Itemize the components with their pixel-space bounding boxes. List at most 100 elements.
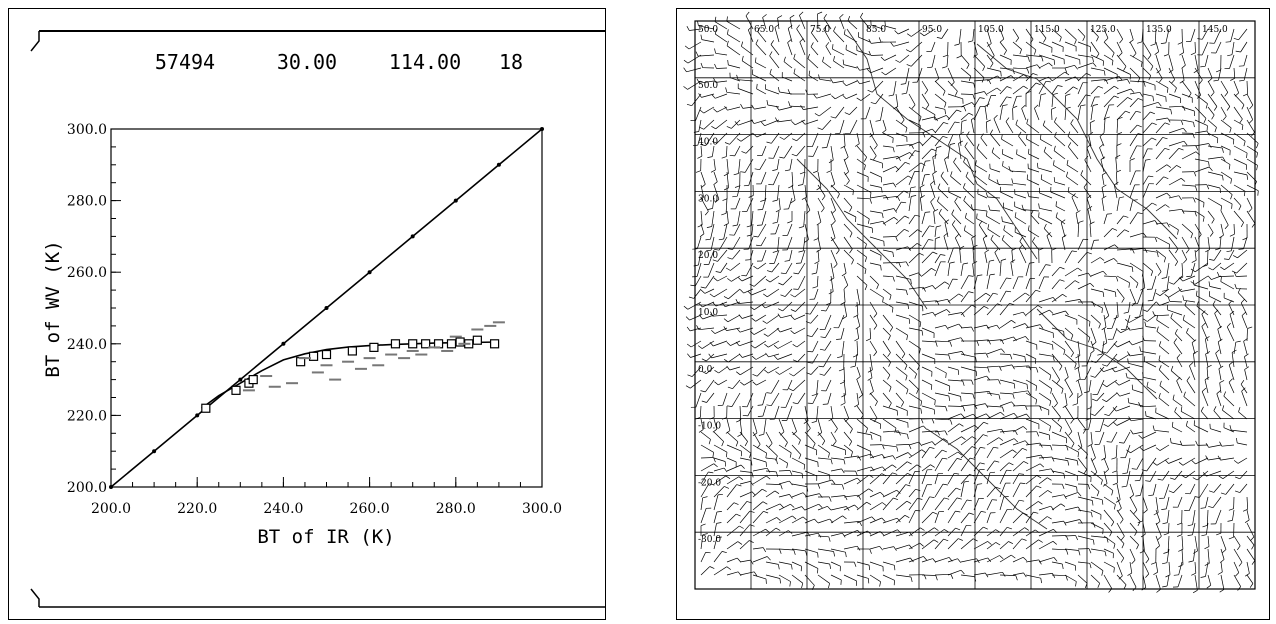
wind-barb-shaft bbox=[1090, 288, 1104, 293]
wind-barb-feather bbox=[754, 168, 760, 171]
wind-barb-shaft bbox=[740, 366, 754, 376]
wind-barb-feather bbox=[734, 185, 740, 188]
wind-barb-shaft bbox=[718, 236, 728, 251]
wind-barb-shaft bbox=[1168, 522, 1170, 534]
wind-barb-feather bbox=[1155, 545, 1160, 550]
wind-barb-shaft bbox=[768, 340, 780, 348]
wind-barb-shaft bbox=[1116, 509, 1124, 520]
wind-barb-shaft bbox=[921, 353, 935, 360]
wind-barb-feather bbox=[966, 524, 972, 527]
wind-barb-shaft bbox=[1194, 93, 1208, 104]
wind-barb-shaft bbox=[728, 288, 741, 300]
wind-barb-feather bbox=[812, 443, 816, 449]
wind-barb-feather bbox=[1069, 393, 1073, 398]
wind-barb-shaft bbox=[780, 314, 793, 319]
wind-barb-feather bbox=[737, 557, 741, 563]
wind-barb-feather bbox=[900, 402, 905, 407]
wind-barb-shaft bbox=[742, 353, 754, 358]
wind-barb-feather bbox=[1151, 122, 1157, 126]
wind-barb-shaft bbox=[706, 366, 715, 374]
wind-barb-shaft bbox=[778, 530, 789, 537]
wind-barb-shaft bbox=[1243, 341, 1248, 355]
wind-barb-shaft bbox=[1103, 95, 1115, 108]
wind-barb-feather bbox=[919, 348, 921, 354]
wind-barb-shaft bbox=[946, 54, 949, 67]
wind-barb-feather bbox=[1206, 184, 1210, 190]
wind-barb-feather bbox=[1168, 490, 1174, 494]
x-tick-labels: 200.0 220.0 240.0 260.0 280.0 300.0 bbox=[91, 477, 562, 517]
wind-barb-feather bbox=[1158, 365, 1162, 370]
wind-barb-feather bbox=[910, 576, 913, 582]
wind-barb-shaft bbox=[1144, 360, 1157, 368]
wind-barb-feather bbox=[714, 249, 720, 251]
wind-barb-shaft bbox=[856, 288, 861, 304]
wind-barb-shaft bbox=[869, 517, 882, 524]
wind-barb-shaft bbox=[1116, 118, 1119, 134]
wind-barb-shaft bbox=[856, 158, 866, 166]
wind-barb-feather bbox=[1063, 349, 1066, 355]
wind-barb-shaft bbox=[718, 366, 728, 374]
wind-barb-shaft bbox=[816, 379, 819, 395]
wind-barb-shaft bbox=[1103, 561, 1115, 568]
wind-barb-feather bbox=[708, 483, 714, 485]
wind-barb-shaft bbox=[1204, 338, 1209, 355]
wind-barb-shaft bbox=[1088, 379, 1092, 392]
wind-barb-feather bbox=[1012, 449, 1017, 453]
wind-barb-shaft bbox=[973, 54, 985, 67]
wind-barb-shaft bbox=[712, 314, 728, 317]
wind-barb-shaft bbox=[734, 145, 741, 157]
wind-barb-shaft bbox=[1103, 41, 1115, 54]
wind-barb-shaft bbox=[1001, 138, 1014, 147]
wind-barb-shaft bbox=[1239, 483, 1248, 493]
wind-barb-shaft bbox=[752, 556, 768, 563]
wind-barb-feather bbox=[712, 302, 717, 307]
wind-barb-shaft bbox=[1012, 556, 1024, 563]
wind-barb-shaft bbox=[895, 119, 908, 129]
wind-barb-feather bbox=[812, 170, 818, 174]
wind-barb-feather bbox=[1052, 573, 1056, 578]
wind-barb-feather bbox=[1241, 311, 1246, 316]
wind-barb-shaft bbox=[757, 262, 767, 270]
wind-barb-shaft bbox=[843, 223, 853, 234]
wind-barb-feather bbox=[816, 249, 821, 253]
wind-barb-feather bbox=[1095, 53, 1100, 58]
wind-barb-feather bbox=[892, 147, 895, 153]
wind-barb-shaft bbox=[934, 438, 944, 446]
wind-barb-shaft bbox=[726, 45, 741, 56]
wind-barb-feather bbox=[819, 373, 825, 376]
wind-barb-feather bbox=[979, 462, 985, 465]
wind-barb-feather bbox=[732, 224, 738, 227]
wind-barb-shaft bbox=[882, 217, 895, 225]
wind-barb-shaft bbox=[895, 340, 906, 354]
wind-barb-feather bbox=[799, 38, 804, 43]
wind-barb-shaft bbox=[1168, 223, 1179, 231]
wind-barb-feather bbox=[1002, 104, 1008, 106]
wind-barb-shaft bbox=[869, 340, 877, 353]
wind-barb-feather bbox=[1238, 407, 1241, 413]
wind-barb-shaft bbox=[730, 340, 741, 346]
wind-barb-shaft bbox=[1149, 470, 1157, 482]
wind-barb-feather bbox=[1015, 37, 1019, 43]
wind-barb-shaft bbox=[1090, 105, 1094, 121]
wind-barb-shaft bbox=[741, 314, 754, 319]
wind-barb-shaft bbox=[1155, 222, 1168, 225]
wind-barb-shaft bbox=[726, 557, 738, 563]
wind-barb-shaft bbox=[1129, 145, 1138, 160]
wind-barb-shaft bbox=[1223, 395, 1235, 407]
wind-barb-feather bbox=[836, 338, 842, 340]
wind-barb-feather bbox=[1237, 287, 1241, 293]
wind-barb-shaft bbox=[908, 215, 916, 225]
wind-barb-feather bbox=[1236, 437, 1238, 444]
wind-barb-shaft bbox=[1168, 93, 1181, 99]
wind-barb-feather bbox=[962, 182, 966, 188]
wind-barb-feather bbox=[1102, 398, 1107, 403]
wind-barb-feather bbox=[954, 197, 958, 202]
wind-barb-feather bbox=[968, 291, 974, 294]
wind-barb-shaft bbox=[1194, 106, 1207, 119]
wind-barb-shaft bbox=[817, 535, 829, 538]
wind-barb-feather bbox=[854, 338, 859, 342]
wind-barb-feather bbox=[1137, 41, 1143, 44]
wind-barb-shaft bbox=[1077, 431, 1083, 448]
wind-barb-shaft bbox=[1116, 418, 1131, 426]
wind-barb-feather bbox=[1090, 350, 1095, 354]
